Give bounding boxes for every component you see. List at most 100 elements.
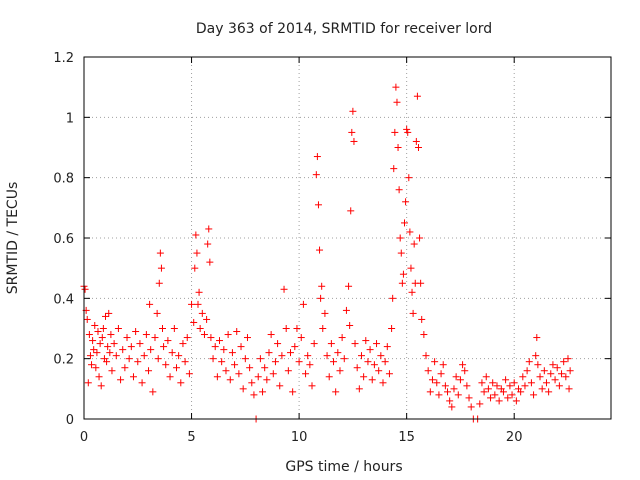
- data-point: [459, 361, 467, 369]
- data-point: [129, 373, 137, 381]
- data-point: [289, 388, 297, 396]
- data-point: [89, 337, 97, 345]
- data-point: [179, 340, 187, 348]
- data-point: [306, 361, 314, 369]
- data-point: [353, 364, 361, 372]
- data-point: [314, 201, 322, 209]
- data-point: [121, 364, 129, 372]
- data-point: [157, 264, 165, 272]
- data-point: [332, 388, 340, 396]
- data-point: [181, 358, 189, 366]
- data-point: [502, 376, 510, 384]
- data-point: [102, 312, 110, 320]
- data-point: [190, 318, 198, 326]
- data-point: [392, 83, 400, 91]
- data-point: [349, 107, 357, 115]
- data-point: [140, 352, 148, 360]
- data-point: [403, 125, 411, 133]
- data-point: [391, 128, 399, 136]
- data-point: [310, 340, 318, 348]
- data-point: [325, 373, 333, 381]
- data-point: [151, 334, 159, 342]
- data-point: [321, 309, 329, 317]
- data-point: [508, 391, 516, 399]
- data-point: [383, 343, 391, 351]
- data-point: [295, 358, 303, 366]
- data-point: [323, 352, 331, 360]
- data-point: [566, 367, 574, 375]
- data-point: [308, 382, 316, 390]
- data-point: [467, 403, 475, 411]
- data-point: [250, 391, 258, 399]
- data-point: [476, 400, 484, 408]
- data-point: [394, 144, 402, 151]
- data-point: [316, 246, 324, 254]
- data-point: [213, 373, 221, 381]
- data-point: [422, 352, 430, 360]
- data-point: [530, 391, 538, 399]
- data-point: [448, 403, 456, 411]
- data-point: [312, 171, 320, 179]
- data-point: [269, 370, 277, 378]
- data-point: [555, 382, 563, 390]
- data-point: [207, 334, 215, 342]
- data-point: [239, 385, 247, 393]
- data-point: [547, 370, 555, 378]
- y-tick-label: 0: [66, 413, 74, 428]
- data-point: [562, 373, 570, 381]
- data-point: [525, 358, 533, 366]
- data-point: [265, 349, 273, 357]
- data-point: [271, 358, 279, 366]
- data-point: [357, 352, 365, 360]
- data-point: [545, 388, 553, 396]
- x-tick-label: 10: [291, 430, 308, 445]
- data-point: [521, 382, 529, 390]
- data-point: [413, 92, 421, 100]
- grid-lines: [84, 57, 611, 419]
- data-point: [407, 264, 415, 272]
- data-point: [108, 367, 116, 375]
- data-point: [441, 382, 449, 390]
- data-point: [142, 331, 150, 339]
- x-tick-label: 0: [80, 430, 88, 445]
- data-point: [388, 325, 396, 332]
- data-point: [336, 367, 344, 375]
- data-point: [536, 373, 544, 381]
- data-point: [286, 349, 294, 357]
- data-point: [304, 352, 312, 360]
- data-point: [146, 300, 154, 308]
- data-point: [88, 361, 96, 369]
- x-tick-label: 20: [506, 430, 523, 445]
- data-point: [192, 231, 200, 239]
- data-point: [444, 388, 452, 396]
- data-point: [83, 315, 91, 323]
- data-point: [549, 361, 557, 369]
- data-point: [558, 370, 566, 378]
- data-point: [156, 249, 164, 257]
- data-point: [368, 376, 376, 384]
- data-point: [228, 349, 236, 357]
- data-point: [327, 340, 335, 348]
- data-point: [373, 340, 381, 348]
- data-point: [318, 282, 326, 290]
- data-point: [398, 279, 406, 287]
- data-point: [452, 373, 460, 381]
- data-point: [317, 294, 325, 302]
- data-points: [80, 83, 574, 423]
- data-point: [84, 379, 92, 387]
- data-point: [381, 358, 389, 366]
- data-point: [224, 331, 232, 339]
- data-point: [198, 309, 206, 317]
- data-point: [350, 137, 358, 145]
- data-point: [98, 334, 106, 342]
- data-point: [431, 358, 439, 366]
- data-point: [412, 137, 420, 145]
- data-point: [510, 379, 518, 387]
- data-point: [191, 264, 199, 272]
- data-point: [399, 270, 407, 278]
- data-point: [491, 391, 499, 399]
- data-point: [177, 379, 185, 387]
- data-point: [211, 343, 219, 351]
- data-point: [261, 364, 269, 372]
